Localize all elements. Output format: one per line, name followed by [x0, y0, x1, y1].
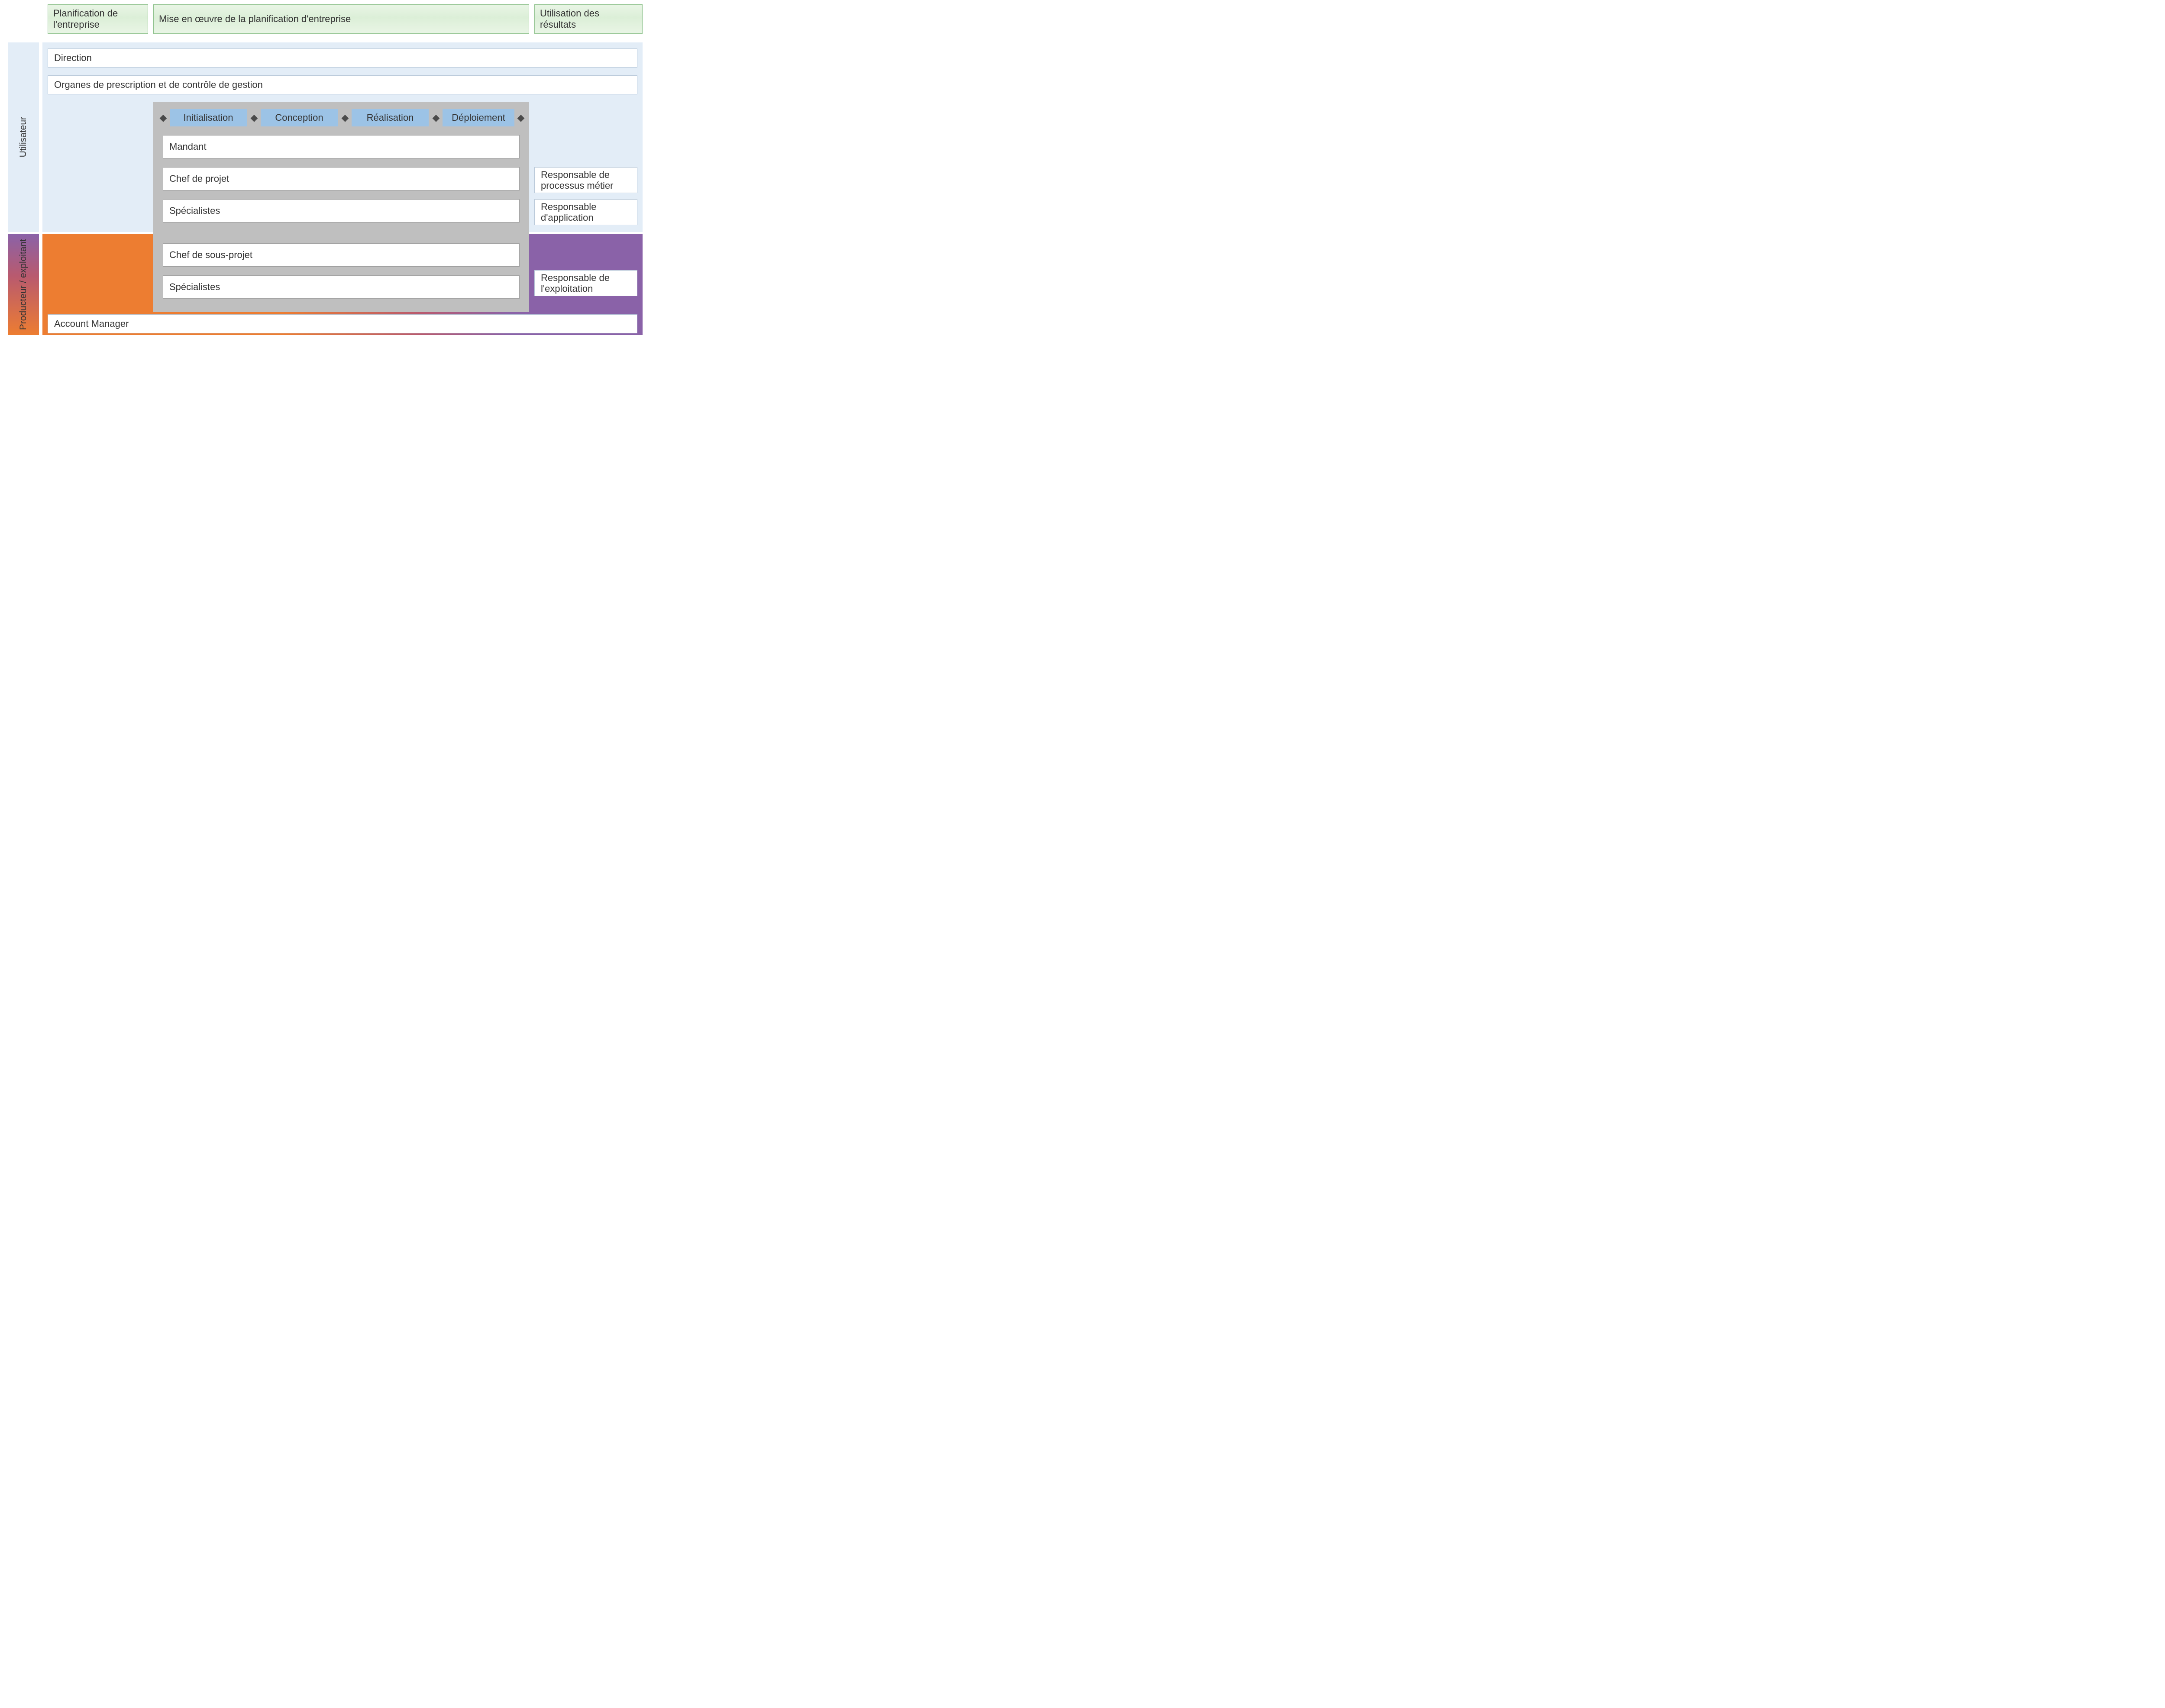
role-controlling-label: Organes de prescription et de contrôle d… — [54, 79, 263, 90]
role-specialistes-user: Spécialistes — [163, 199, 520, 223]
role-mandant-label: Mandant — [169, 141, 207, 152]
hermes-roles-diagram: Planification de l'entreprise Mise en œu… — [4, 4, 645, 338]
role-account-manager-label: Account Manager — [54, 318, 129, 329]
diamond-4: ◆ — [515, 109, 527, 126]
phase-initialisation-label: Initialisation — [184, 112, 233, 123]
role-resp-processus: Responsable de processus métier — [534, 167, 637, 193]
role-chef-projet: Chef de projet — [163, 167, 520, 190]
header-results: Utilisation des résultats — [534, 4, 643, 34]
header-planning: Planification de l'entreprise — [48, 4, 148, 34]
role-direction: Direction — [48, 48, 637, 68]
diamond-3: ◆ — [430, 109, 442, 126]
header-implementation: Mise en œuvre de la planification d'entr… — [153, 4, 529, 34]
phase-conception-label: Conception — [275, 112, 323, 123]
role-resp-processus-label: Responsable de processus métier — [541, 169, 631, 191]
role-specialistes-user-label: Spécialistes — [169, 205, 220, 216]
role-resp-application: Responsable d'application — [534, 199, 637, 225]
header-results-label: Utilisation des résultats — [540, 8, 637, 30]
role-controlling: Organes de prescription et de contrôle d… — [48, 75, 637, 94]
role-resp-exploitation-label: Responsable de l'exploitation — [541, 272, 631, 294]
phase-conception: Conception — [261, 109, 338, 126]
producer-lane-label-box: Producteur / exploitant — [8, 234, 39, 335]
user-lane-label-box: Utilisateur — [8, 42, 39, 232]
header-implementation-label: Mise en œuvre de la planification d'entr… — [159, 13, 351, 25]
phase-realisation-label: Réalisation — [367, 112, 414, 123]
role-resp-application-label: Responsable d'application — [541, 201, 631, 223]
role-mandant: Mandant — [163, 135, 520, 158]
user-lane-label: Utilisateur — [18, 117, 29, 157]
diamond-2: ◆ — [339, 109, 351, 126]
role-resp-exploitation: Responsable de l'exploitation — [534, 270, 637, 296]
diamond-0: ◆ — [158, 109, 169, 126]
phase-deploiement: Déploiement — [443, 109, 514, 126]
role-chef-sousprojet: Chef de sous-projet — [163, 243, 520, 267]
role-specialistes-prod-label: Spécialistes — [169, 281, 220, 293]
diamond-1: ◆ — [249, 109, 260, 126]
producer-lane-label: Producteur / exploitant — [18, 239, 29, 330]
header-planning-label: Planification de l'entreprise — [53, 8, 142, 30]
phase-deploiement-label: Déploiement — [452, 112, 505, 123]
role-specialistes-prod: Spécialistes — [163, 275, 520, 299]
role-chef-projet-label: Chef de projet — [169, 173, 229, 184]
role-account-manager: Account Manager — [48, 314, 637, 333]
role-chef-sousprojet-label: Chef de sous-projet — [169, 249, 252, 261]
phase-realisation: Réalisation — [352, 109, 429, 126]
role-direction-label: Direction — [54, 52, 92, 64]
phase-initialisation: Initialisation — [170, 109, 247, 126]
